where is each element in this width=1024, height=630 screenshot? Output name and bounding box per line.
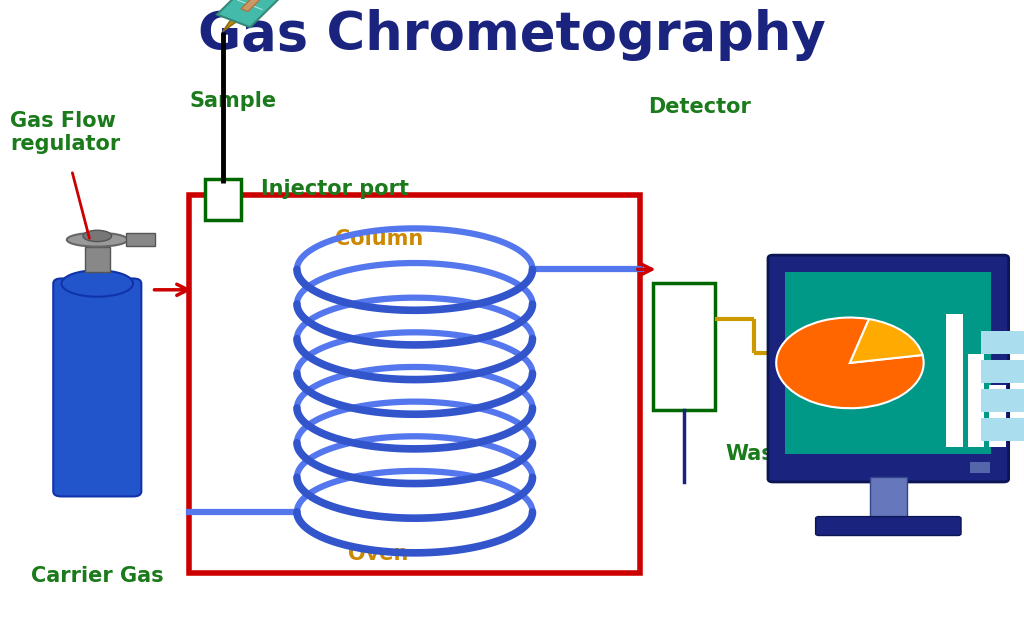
Text: Carrier Gas: Carrier Gas [31,566,164,587]
Text: Gas Flow
regulator: Gas Flow regulator [10,111,121,154]
Bar [1011,408,1024,447]
Text: Sample: Sample [189,91,276,111]
Bar [946,314,963,447]
Bar [981,389,1024,412]
Bar [989,385,1006,447]
Bar [970,462,990,472]
Bar [981,418,1024,441]
Text: Injector port: Injector port [261,179,410,199]
FancyBboxPatch shape [768,255,1009,482]
Polygon shape [241,0,330,11]
Wedge shape [776,318,924,408]
Text: Gas Chrometography: Gas Chrometography [198,9,826,60]
Ellipse shape [83,230,112,241]
FancyBboxPatch shape [85,247,110,272]
Ellipse shape [67,232,128,246]
Text: Waste: Waste [725,444,798,464]
Ellipse shape [61,270,133,297]
FancyBboxPatch shape [815,517,961,536]
Bar [968,353,984,447]
Bar [870,477,907,520]
Bar [981,331,1024,354]
FancyBboxPatch shape [53,278,141,496]
Bar [785,272,991,454]
Text: Detector: Detector [648,97,751,117]
Bar [653,284,715,410]
Polygon shape [223,17,240,32]
Text: Column: Column [335,229,423,249]
FancyBboxPatch shape [126,233,155,246]
Text: Oven: Oven [348,544,409,564]
Polygon shape [217,0,348,27]
Bar [205,179,241,220]
Bar [189,195,640,573]
Wedge shape [850,319,923,363]
Bar [981,360,1024,383]
